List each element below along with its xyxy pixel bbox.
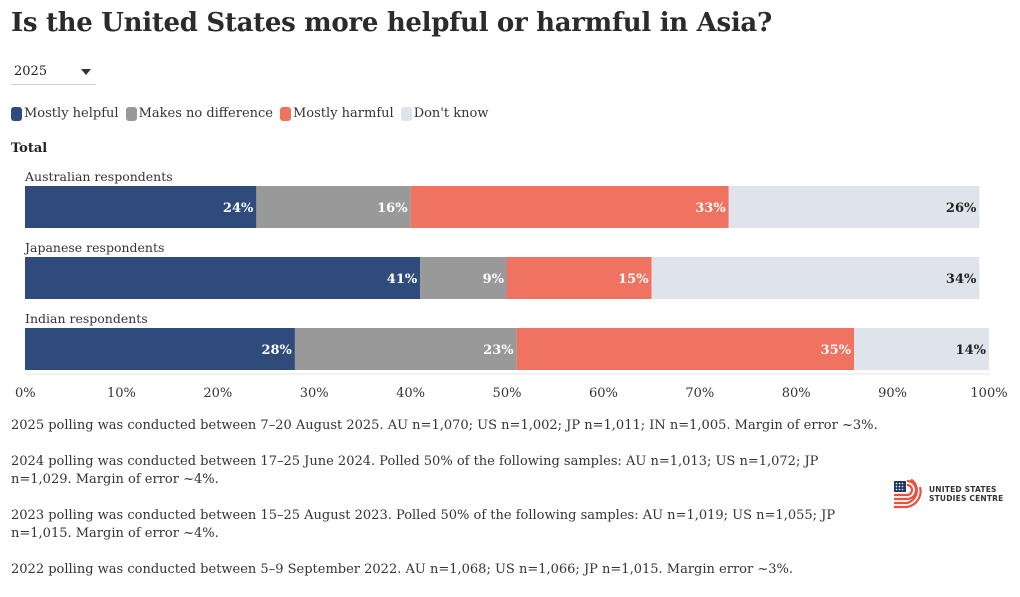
data-label-mostly-helpful-australian-respondents: 24%: [223, 201, 254, 216]
data-label-mostly-harmful-indian-respondents: 35%: [821, 343, 852, 358]
bar-mostly-helpful-japanese-respondents[interactable]: [25, 257, 421, 299]
bar-makes-no-difference-japanese-respondents[interactable]: [420, 257, 507, 299]
footnote-2022: 2022 polling was conducted between 5–9 S…: [11, 562, 793, 577]
data-label-mostly-harmful-japanese-respondents: 15%: [618, 272, 649, 287]
x-tick-label: 20%: [203, 386, 232, 401]
group-title: Total: [11, 141, 48, 156]
footnote-2024: 2024 polling was conducted between 17–25…: [11, 454, 819, 487]
chevron-down-icon[interactable]: [81, 69, 91, 75]
footnote-2025: 2025 polling was conducted between 7–20 …: [11, 418, 878, 433]
bar-don-t-know-japanese-respondents[interactable]: [651, 257, 980, 299]
data-label-makes-no-difference-australian-respondents: 16%: [377, 201, 408, 216]
x-tick-label: 70%: [685, 386, 714, 401]
x-tick-label: 40%: [396, 386, 425, 401]
x-tick-label: 80%: [782, 386, 811, 401]
bar-don-t-know-indian-respondents[interactable]: [854, 328, 989, 370]
x-tick-label: 90%: [878, 386, 907, 401]
legend-label: Don't know: [413, 106, 489, 121]
bar-mostly-helpful-indian-respondents[interactable]: [25, 328, 295, 370]
data-label-makes-no-difference-indian-respondents: 23%: [483, 343, 514, 358]
data-label-mostly-helpful-japanese-respondents: 41%: [387, 272, 418, 287]
bar-makes-no-difference-indian-respondents[interactable]: [294, 328, 517, 370]
legend: Mostly helpful Makes no difference Mostl…: [11, 106, 495, 121]
category-label-indian-respondents: Indian respondents: [25, 311, 148, 326]
stacked-bar-chart: Australian respondents 24% 16% 33% 26% Japane…: [15, 169, 1008, 401]
legend-swatch: [11, 106, 22, 121]
legend-item-mostly-helpful[interactable]: Mostly helpful: [11, 106, 119, 121]
data-label-makes-no-difference-japanese-respondents: 9%: [483, 272, 505, 287]
ussc-logo-icon: [894, 479, 922, 509]
chart-title: Is the United States more helpful or har…: [11, 8, 772, 38]
bar-don-t-know-australian-respondents[interactable]: [728, 186, 980, 228]
footnote-2023: 2023 polling was conducted between 15–25…: [11, 508, 836, 541]
data-label-don-t-know-indian-respondents: 14%: [956, 343, 987, 358]
legend-item-mostly-harmful[interactable]: Mostly harmful: [280, 106, 394, 121]
logo-line-1: UNITED STATES: [929, 485, 997, 494]
x-tick-label: 0%: [15, 386, 36, 401]
x-tick-label: 60%: [589, 386, 618, 401]
category-label-japanese-respondents: Japanese respondents: [23, 240, 164, 255]
data-label-don-t-know-australian-respondents: 26%: [946, 201, 977, 216]
bar-mostly-harmful-australian-respondents[interactable]: [410, 186, 729, 228]
data-label-mostly-harmful-australian-respondents: 33%: [695, 201, 726, 216]
bar-mostly-helpful-australian-respondents[interactable]: [25, 186, 257, 228]
category-label-australian-respondents: Australian respondents: [24, 169, 173, 184]
bar-makes-no-difference-australian-respondents[interactable]: [256, 186, 411, 228]
legend-label: Mostly harmful: [293, 106, 394, 121]
legend-item-dont-know[interactable]: Don't know: [400, 106, 489, 121]
legend-swatch: [125, 106, 137, 121]
data-label-mostly-helpful-indian-respondents: 28%: [261, 343, 292, 358]
year-dropdown[interactable]: 2025: [11, 60, 96, 85]
legend-label: Mostly helpful: [24, 106, 119, 121]
data-label-don-t-know-japanese-respondents: 34%: [946, 272, 977, 287]
x-tick-label: 50%: [493, 386, 522, 401]
bar-mostly-harmful-indian-respondents[interactable]: [516, 328, 855, 370]
legend-swatch: [400, 106, 412, 121]
bar-mostly-harmful-japanese-respondents[interactable]: [507, 257, 652, 299]
x-tick-label: 100%: [970, 386, 1007, 401]
x-tick-label: 30%: [300, 386, 329, 401]
ussc-logo-text: UNITED STATES STUDIES CENTRE: [929, 485, 1003, 503]
x-tick-label: 10%: [107, 386, 136, 401]
legend-item-makes-no-difference[interactable]: Makes no difference: [125, 106, 273, 121]
legend-swatch: [280, 106, 291, 121]
legend-label: Makes no difference: [138, 106, 273, 121]
footnotes: 2025 polling was conducted between 7–20 …: [11, 417, 881, 597]
year-dropdown-value: 2025: [14, 64, 48, 79]
ussc-logo: UNITED STATES STUDIES CENTRE: [893, 479, 1003, 509]
logo-line-2: STUDIES CENTRE: [929, 494, 1004, 503]
